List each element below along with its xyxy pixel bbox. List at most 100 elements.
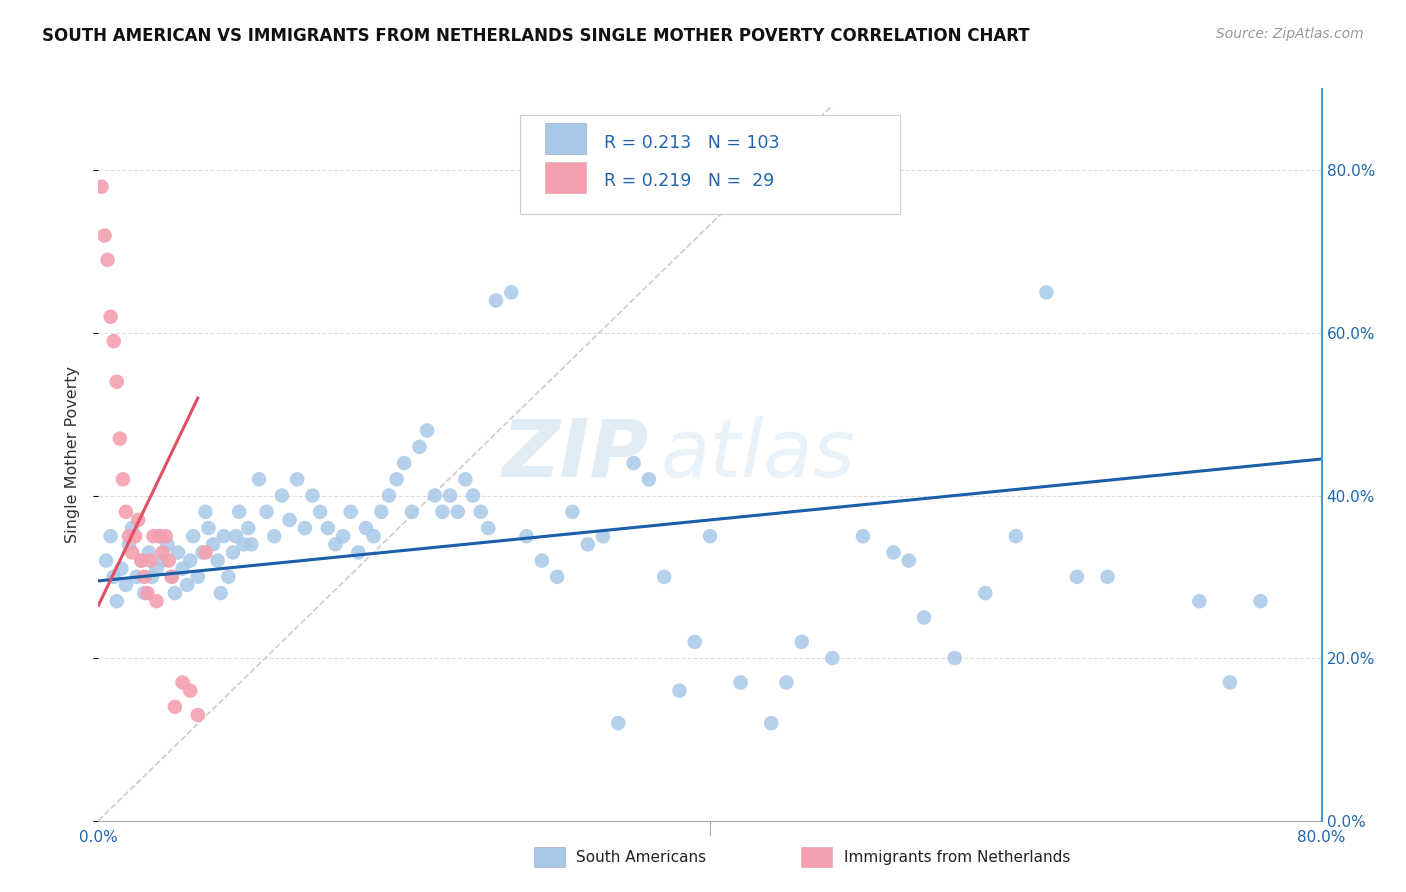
Point xyxy=(354,521,377,535)
Point xyxy=(339,505,361,519)
Text: atlas: atlas xyxy=(661,416,856,494)
Point xyxy=(142,529,165,543)
Point xyxy=(821,651,844,665)
Point xyxy=(576,537,599,551)
Point xyxy=(1219,675,1241,690)
Point xyxy=(163,699,186,714)
Point xyxy=(759,716,782,731)
Point xyxy=(363,529,385,543)
Point xyxy=(256,505,278,519)
Point xyxy=(385,472,408,486)
Point xyxy=(439,489,461,503)
Point xyxy=(108,432,131,446)
Point xyxy=(118,537,141,551)
Point xyxy=(105,594,128,608)
Point xyxy=(943,651,966,665)
Point xyxy=(278,513,301,527)
Point xyxy=(160,570,183,584)
Point xyxy=(217,570,239,584)
Point xyxy=(103,334,125,348)
Point xyxy=(501,285,523,300)
Point xyxy=(378,489,401,503)
Point xyxy=(477,521,499,535)
Point xyxy=(240,537,263,551)
Point xyxy=(1097,570,1119,584)
Point xyxy=(432,505,454,519)
Point xyxy=(129,553,152,567)
Point xyxy=(187,708,209,723)
Point xyxy=(139,553,162,567)
Point xyxy=(105,375,128,389)
Point xyxy=(561,505,583,519)
Point xyxy=(145,562,167,576)
Point xyxy=(129,553,152,567)
Point xyxy=(157,553,180,567)
Point xyxy=(309,505,332,519)
Point xyxy=(93,228,115,243)
Point xyxy=(225,529,247,543)
Text: South Americans: South Americans xyxy=(576,850,707,864)
Point xyxy=(207,553,229,567)
Text: ZIP: ZIP xyxy=(502,416,650,494)
Point xyxy=(228,505,250,519)
Point xyxy=(118,529,141,543)
Point xyxy=(247,472,270,486)
Point xyxy=(454,472,477,486)
Point xyxy=(730,675,752,690)
Text: R = 0.213   N = 103: R = 0.213 N = 103 xyxy=(603,134,779,152)
Point xyxy=(138,545,160,559)
Text: R = 0.219   N =  29: R = 0.219 N = 29 xyxy=(603,172,773,190)
Point xyxy=(332,529,354,543)
Point xyxy=(152,553,174,567)
Point xyxy=(167,545,190,559)
Point xyxy=(592,529,614,543)
Point xyxy=(1066,570,1088,584)
Point xyxy=(194,545,217,559)
Point xyxy=(652,570,675,584)
Point xyxy=(134,586,156,600)
Point xyxy=(179,553,201,567)
Point xyxy=(149,529,172,543)
Point xyxy=(121,521,143,535)
Point xyxy=(416,424,439,438)
Point xyxy=(852,529,875,543)
Point xyxy=(172,675,194,690)
Y-axis label: Single Mother Poverty: Single Mother Poverty xyxy=(65,367,80,543)
Point xyxy=(325,537,347,551)
Point xyxy=(145,594,167,608)
Point xyxy=(316,521,339,535)
Point xyxy=(94,553,117,567)
Point xyxy=(181,529,204,543)
Point xyxy=(110,562,132,576)
Point xyxy=(176,578,198,592)
Point xyxy=(530,553,553,567)
Point xyxy=(149,529,172,543)
Point xyxy=(238,521,260,535)
Text: Source: ZipAtlas.com: Source: ZipAtlas.com xyxy=(1216,27,1364,41)
Point xyxy=(263,529,285,543)
Point xyxy=(461,489,484,503)
Point xyxy=(163,586,186,600)
Point xyxy=(124,529,146,543)
Point xyxy=(546,570,568,584)
Point xyxy=(134,570,156,584)
Point xyxy=(270,489,292,503)
Point xyxy=(115,505,138,519)
Point xyxy=(100,310,122,324)
FancyBboxPatch shape xyxy=(546,123,586,154)
Point xyxy=(103,570,125,584)
Point xyxy=(401,505,423,519)
Point xyxy=(370,505,392,519)
Point xyxy=(209,586,232,600)
Point xyxy=(197,521,219,535)
Point xyxy=(232,537,254,551)
Point xyxy=(1188,594,1211,608)
Point xyxy=(191,545,214,559)
Point xyxy=(212,529,235,543)
Point xyxy=(485,293,508,308)
Point xyxy=(347,545,370,559)
Point xyxy=(301,489,323,503)
Point xyxy=(90,179,112,194)
Point xyxy=(699,529,721,543)
Point xyxy=(156,537,179,551)
